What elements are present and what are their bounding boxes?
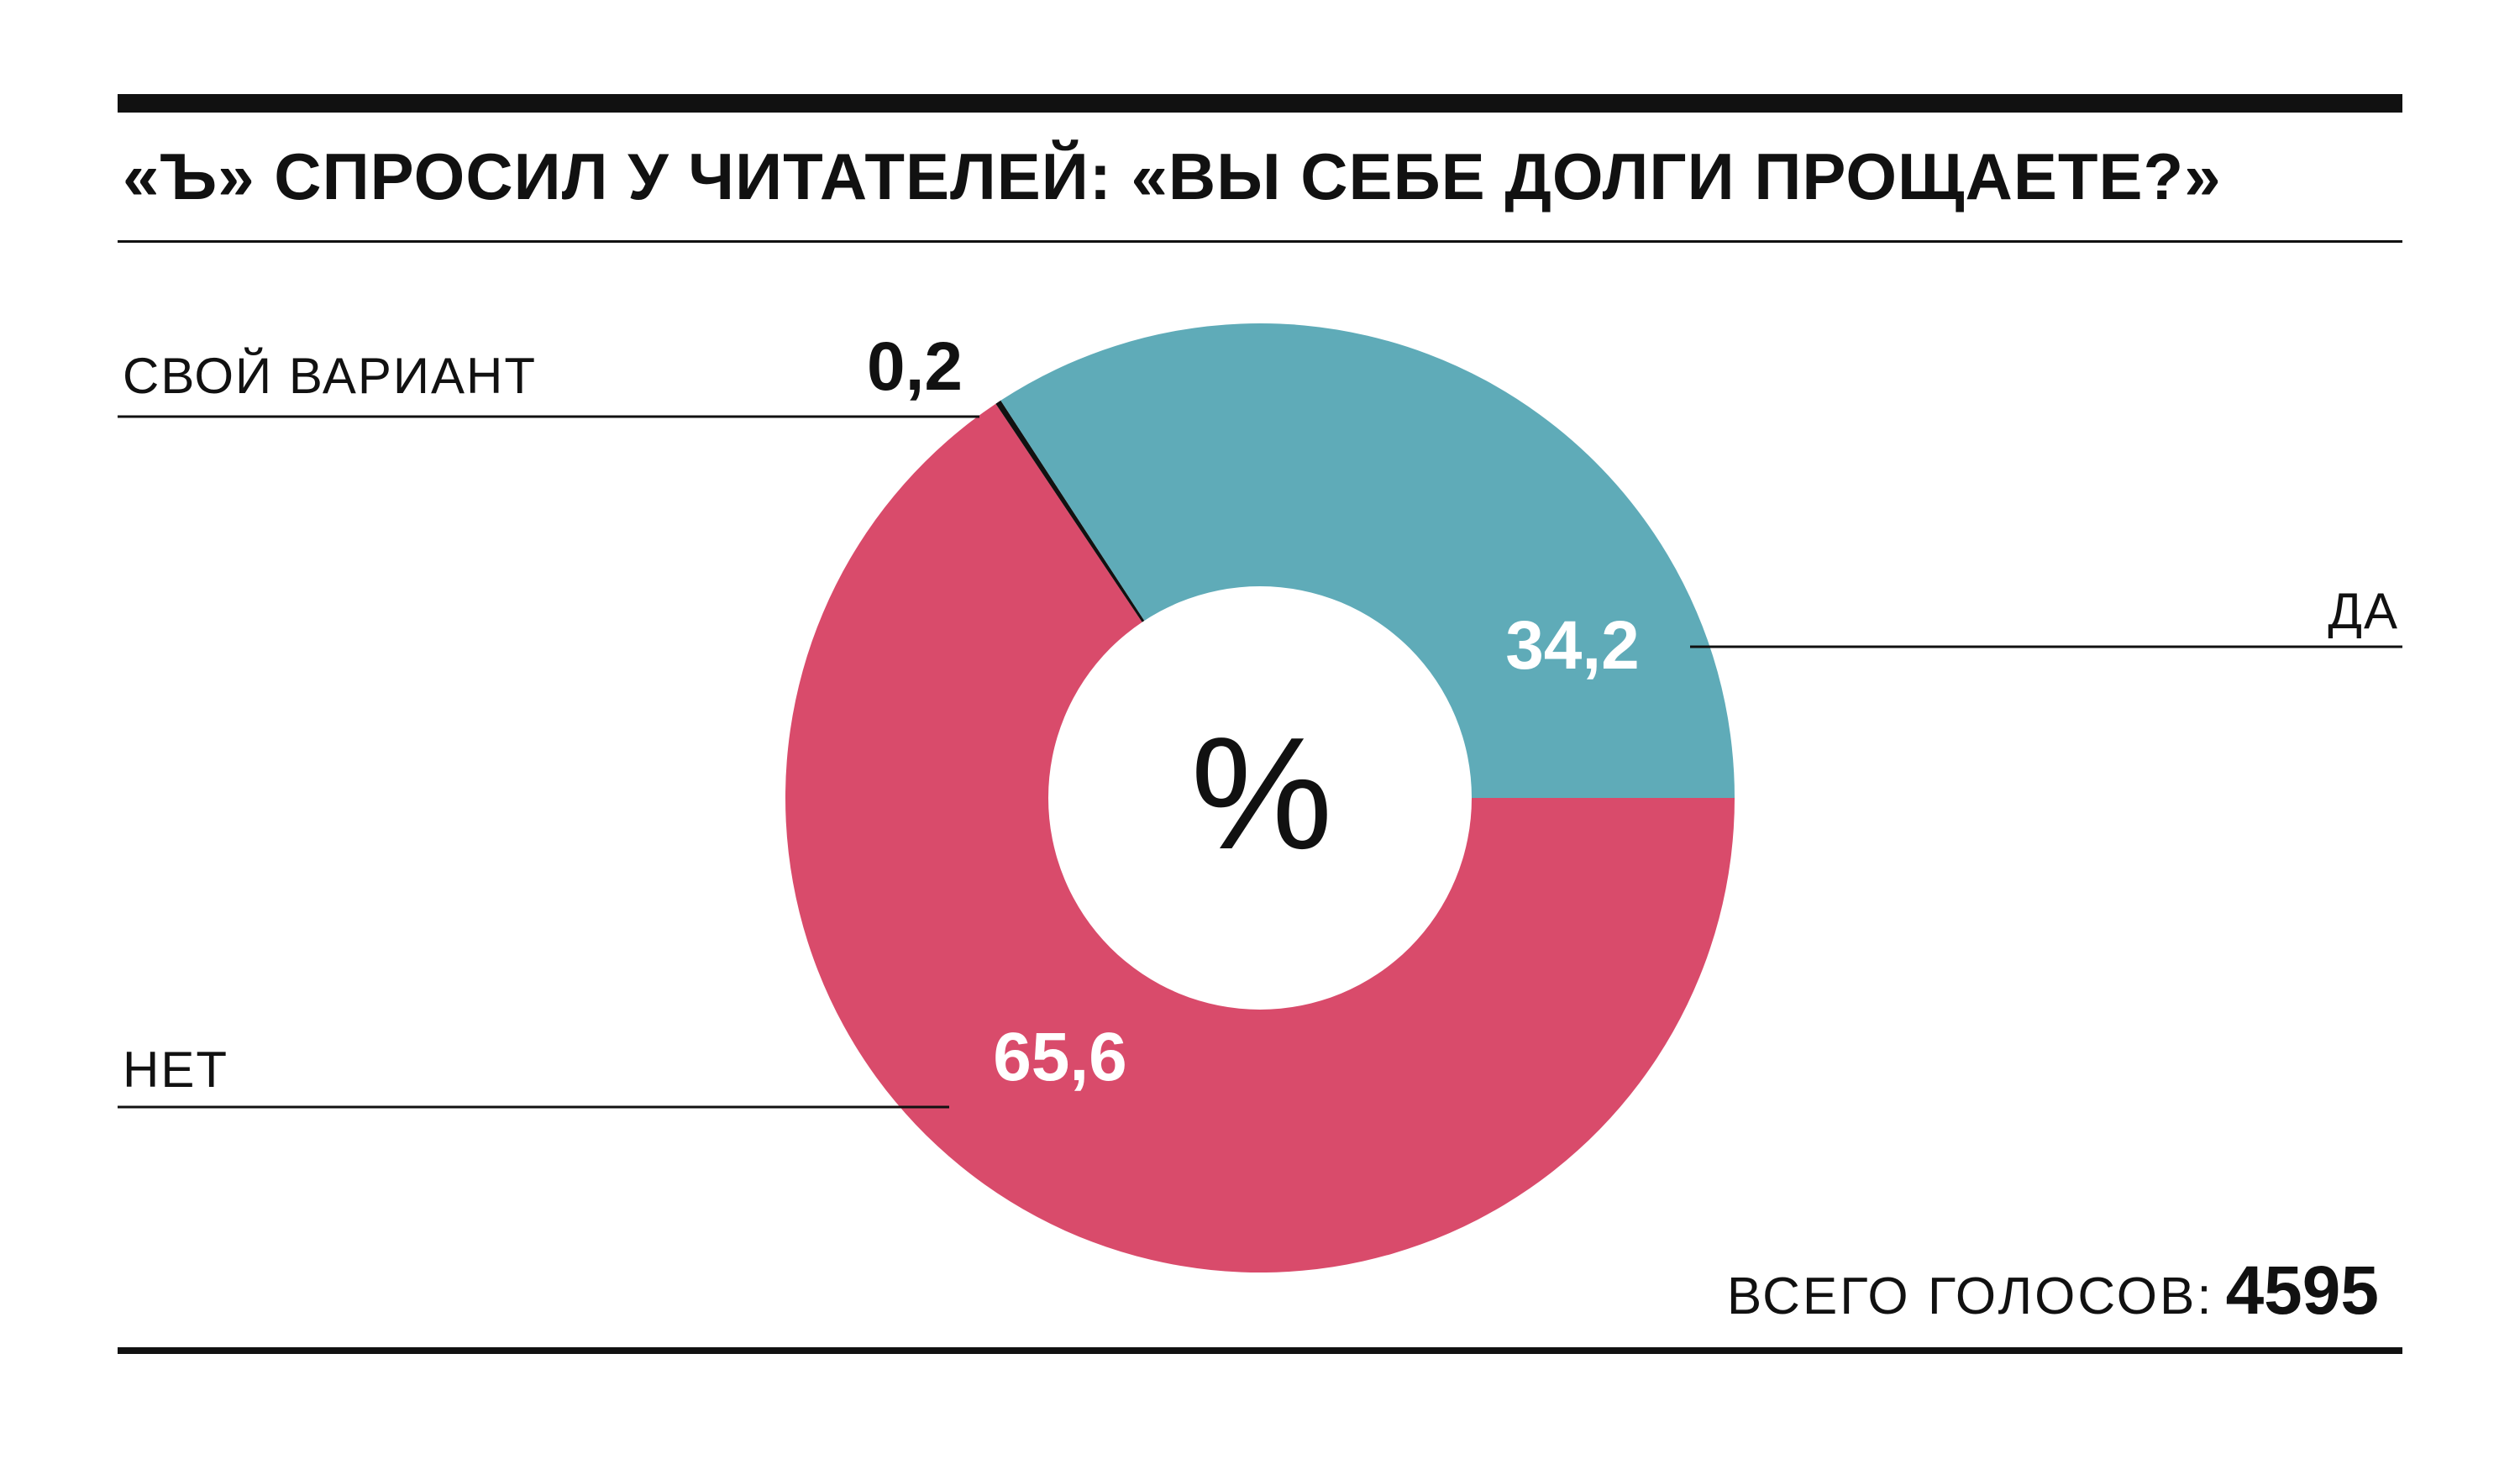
slice-value-yes: 34,2 <box>1505 607 1640 684</box>
slice-value-no: 65,6 <box>993 1019 1127 1095</box>
leader-lines <box>118 415 2402 1109</box>
slice-label-yes: ДА <box>2328 583 2399 639</box>
bottom-rule <box>118 1347 2402 1354</box>
top-rule <box>118 94 2402 113</box>
donut-hole <box>1048 586 1472 1010</box>
total-votes-label: ВСЕГО ГОЛОСОВ: <box>1726 1267 2214 1325</box>
total-votes-value: 4595 <box>2225 1252 2379 1329</box>
total-votes: ВСЕГО ГОЛОСОВ: 4595 <box>1727 1251 2379 1330</box>
slice-value-custom: 0,2 <box>867 328 963 405</box>
chart-title: «Ъ» СПРОСИЛ У ЧИТАТЕЛЕЙ: «ВЫ СЕБЕ ДОЛГИ … <box>123 139 2222 213</box>
unit-symbol: % <box>1191 705 1333 883</box>
slice-label-no: НЕТ <box>123 1042 228 1098</box>
slice-label-custom: СВОЙ ВАРИАНТ <box>123 348 537 404</box>
title-rule <box>118 240 2402 243</box>
